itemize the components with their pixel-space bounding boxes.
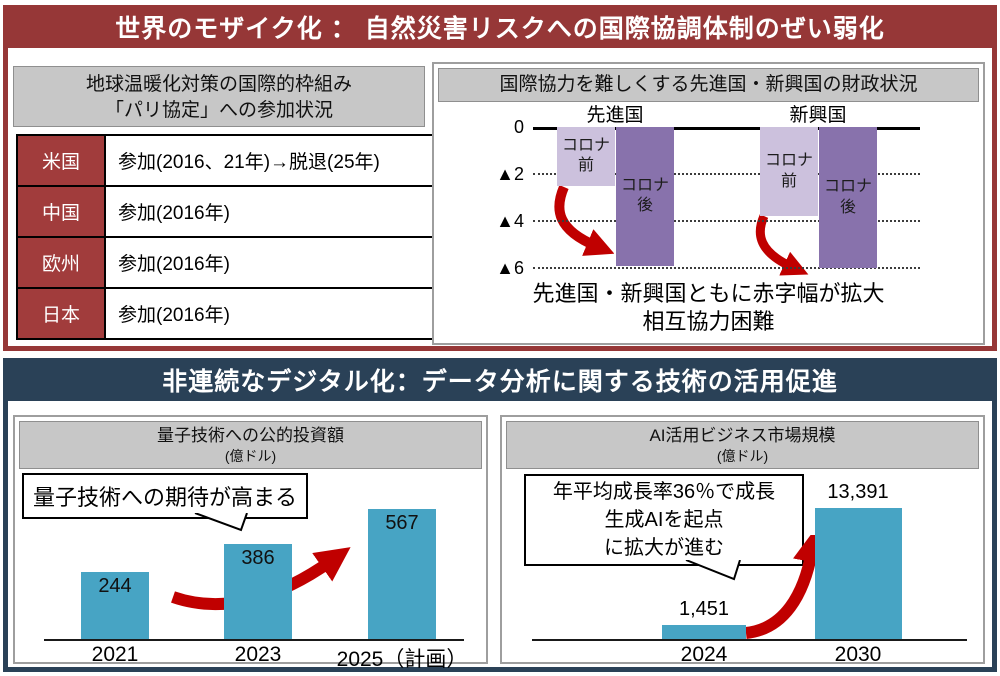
paris-table: 米国 参加(2016、21年)→脱退(25年) 中国 参加(2016年) 欧州 … bbox=[16, 134, 441, 340]
group-label-advanced: 先進国 bbox=[586, 105, 644, 126]
region-cell: 米国 bbox=[16, 134, 106, 187]
status-cell: 参加(2016年) bbox=[104, 185, 441, 238]
ai-title: AI活用ビジネス市場規模 bbox=[649, 426, 836, 445]
region-cell: 日本 bbox=[16, 287, 106, 340]
ai-bar-2030 bbox=[814, 508, 902, 639]
quantum-callout-text: 量子技術への期待が高まる bbox=[32, 485, 297, 510]
table-row-us: 米国 参加(2016、21年)→脱退(25年) bbox=[16, 134, 441, 187]
section-world-title: 世界のモザイク化 ： 自然災害リスクへの国際協調体制のぜい弱化 bbox=[8, 10, 992, 48]
x-category-label: 2025（計画） bbox=[336, 648, 468, 671]
quantum-bar-2021: 244 bbox=[81, 571, 149, 639]
bar-series-label-line2: 後 bbox=[839, 198, 856, 216]
fiscal-caption-line1: 先進国・新興国ともに赤字幅が拡大 bbox=[532, 281, 885, 306]
fiscal-panel-header: 国際協力を難しくする先進国・新興国の財政状況 bbox=[438, 68, 979, 102]
deficit-bar-新興国-コロナ後: コロナ後 bbox=[819, 127, 877, 268]
region-cell: 欧州 bbox=[16, 236, 106, 289]
deficit-bar-先進国-コロナ後: コロナ後 bbox=[616, 127, 674, 266]
deficit-bar-先進国-コロナ前: コロナ前 bbox=[557, 127, 615, 186]
x-category-label: 2030 bbox=[834, 643, 882, 666]
y-tick-label: ▲6 bbox=[496, 258, 524, 278]
bar-series-label-line2: 前 bbox=[577, 157, 594, 175]
bar-series-label-line2: 後 bbox=[636, 197, 653, 215]
table-row-japan: 日本 参加(2016年) bbox=[16, 287, 441, 340]
quantum-bar-2025（計画）: 567 bbox=[368, 509, 436, 639]
ai-callout-tail bbox=[685, 560, 741, 581]
quantum-callout-tail bbox=[194, 513, 248, 532]
growth-arrow-ai bbox=[745, 535, 828, 639]
quantum-bar-2023: 386 bbox=[224, 544, 292, 639]
ai-callout-line3: に拡大が進む bbox=[604, 537, 724, 559]
ai-callout: 年平均成長率36％で成長 生成AIを起点 に拡大が進む bbox=[524, 474, 804, 566]
bar-value-label: 13,391 bbox=[827, 481, 889, 503]
deficit-bar-新興国-コロナ前: コロナ前 bbox=[760, 127, 818, 217]
y-tick-label: ▲4 bbox=[496, 211, 524, 231]
paris-header-line1: 地球温暖化対策の国際的枠組み bbox=[85, 74, 352, 95]
bar-series-label-line1: コロナ bbox=[764, 151, 813, 169]
paris-panel-header: 地球温暖化対策の国際的枠組み 「パリ協定」への参加状況 bbox=[13, 66, 425, 127]
bar-series-label-line1: コロナ bbox=[823, 177, 872, 195]
ai-chart-panel: AI活用ビジネス市場規模 (億ドル) 年平均成長率36％で成長 生成AIを起点 … bbox=[500, 415, 985, 666]
quantum-callout: 量子技術への期待が高まる bbox=[22, 473, 308, 519]
section-world-mosaic: 世界のモザイク化 ： 自然災害リスクへの国際協調体制のぜい弱化 地球温暖化対策の… bbox=[3, 5, 997, 351]
region-cell: 中国 bbox=[16, 185, 106, 238]
x-category-label: 2024 bbox=[680, 643, 728, 666]
gridline bbox=[533, 220, 920, 222]
quantum-chart-panel: 量子技術への公的投資額 (億ドル) 量子技術への期待が高まる 244 2021 38… bbox=[13, 415, 488, 671]
quantum-unit: (億ドル) bbox=[224, 448, 277, 464]
ai-callout-line1: 年平均成長率36％で成長 bbox=[552, 481, 776, 503]
gridline bbox=[533, 173, 920, 175]
paris-header-line2: 「パリ協定」への参加状況 bbox=[104, 100, 333, 121]
x-category-label: 2021 bbox=[91, 643, 139, 666]
status-cell: 参加(2016年) bbox=[104, 236, 441, 289]
decline-arrow-advanced bbox=[554, 185, 614, 256]
zero-axis-line bbox=[533, 127, 920, 130]
x-category-label: 2023 bbox=[234, 643, 282, 666]
fiscal-caption-line2: 相互協力困難 bbox=[642, 309, 775, 334]
section-digital-title: 非連続なデジタル化：データ分析に関する技術の活用促進 bbox=[8, 363, 992, 401]
ai-bar-2024 bbox=[662, 624, 746, 639]
bar-value-label: 567 bbox=[385, 512, 419, 534]
ai-x-axis bbox=[532, 639, 967, 641]
bar-value-label: 244 bbox=[98, 574, 132, 597]
fiscal-chart-panel: 国際協力を難しくする先進国・新興国の財政状況 先進国 新興国 先進国・新興国とも… bbox=[432, 62, 985, 345]
status-cell: 参加(2016、21年)→脱退(25年) bbox=[104, 134, 441, 187]
table-row-china: 中国 参加(2016年) bbox=[16, 185, 441, 238]
status-cell: 参加(2016年) bbox=[104, 287, 441, 340]
ai-callout-line2: 生成AIを起点 bbox=[604, 509, 724, 531]
quantum-title: 量子技術への公的投資額 bbox=[157, 426, 344, 445]
bar-series-label-line1: コロナ bbox=[620, 176, 669, 194]
bar-value-label: 386 bbox=[241, 547, 275, 570]
ai-panel-header: AI活用ビジネス市場規模 (億ドル) bbox=[506, 421, 979, 469]
section-digital: 非連続なデジタル化：データ分析に関する技術の活用促進 量子技術への公的投資額 (… bbox=[3, 358, 997, 672]
bar-series-label-line1: コロナ bbox=[561, 136, 610, 154]
quantum-x-axis bbox=[44, 639, 464, 641]
quantum-panel-header: 量子技術への公的投資額 (億ドル) bbox=[19, 421, 482, 469]
table-row-europe: 欧州 参加(2016年) bbox=[16, 236, 441, 289]
y-tick-label: ▲2 bbox=[496, 164, 524, 184]
ai-unit: (億ドル) bbox=[716, 448, 769, 464]
bar-value-label: 1,451 bbox=[678, 597, 730, 620]
y-tick-label: 0 bbox=[513, 117, 524, 137]
group-label-emerging: 新興国 bbox=[789, 105, 847, 126]
gridline bbox=[533, 267, 920, 269]
bar-series-label-line2: 前 bbox=[780, 172, 797, 190]
